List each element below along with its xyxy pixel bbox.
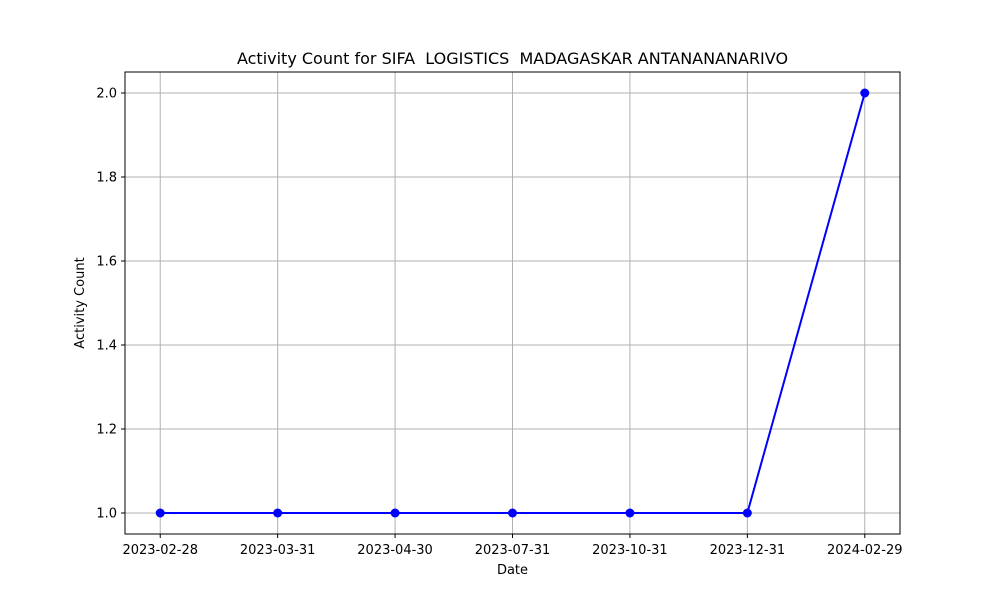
y-tick-label: 2.0	[96, 87, 117, 102]
y-tick-label: 1.8	[96, 171, 117, 186]
ticks-layer: 2023-02-28 2023-03-31 2023-04-30 2023-07-31…	[96, 87, 902, 559]
x-tick-label: 2023-12-31	[710, 543, 786, 558]
series-layer	[155, 88, 870, 518]
data-point-marker	[508, 508, 517, 518]
y-axis-label: Activity Count	[73, 257, 88, 348]
data-point-marker	[273, 508, 283, 518]
x-tick-label: 2024-02-29	[827, 543, 903, 558]
data-point-marker	[742, 508, 752, 518]
y-tick-label: 1.6	[96, 255, 117, 270]
chart-title: Activity Count for SIFA LOGISTICS MADAGA…	[237, 49, 788, 68]
x-tick-label: 2023-07-31	[475, 543, 551, 558]
x-tick-label: 2023-02-28	[122, 543, 198, 558]
data-point-marker	[155, 508, 165, 518]
data-point-marker	[390, 508, 400, 518]
data-point-marker	[860, 88, 870, 98]
x-tick-label: 2023-04-30	[357, 543, 433, 558]
x-axis-label: Date	[497, 563, 528, 578]
data-point-marker	[625, 508, 635, 518]
grid-layer	[125, 72, 900, 534]
x-tick-label: 2023-10-31	[592, 543, 668, 558]
y-tick-label: 1.0	[96, 507, 117, 522]
x-tick-label: 2023-03-31	[240, 543, 316, 558]
y-tick-label: 1.2	[96, 423, 117, 438]
y-tick-label: 1.4	[96, 339, 117, 354]
